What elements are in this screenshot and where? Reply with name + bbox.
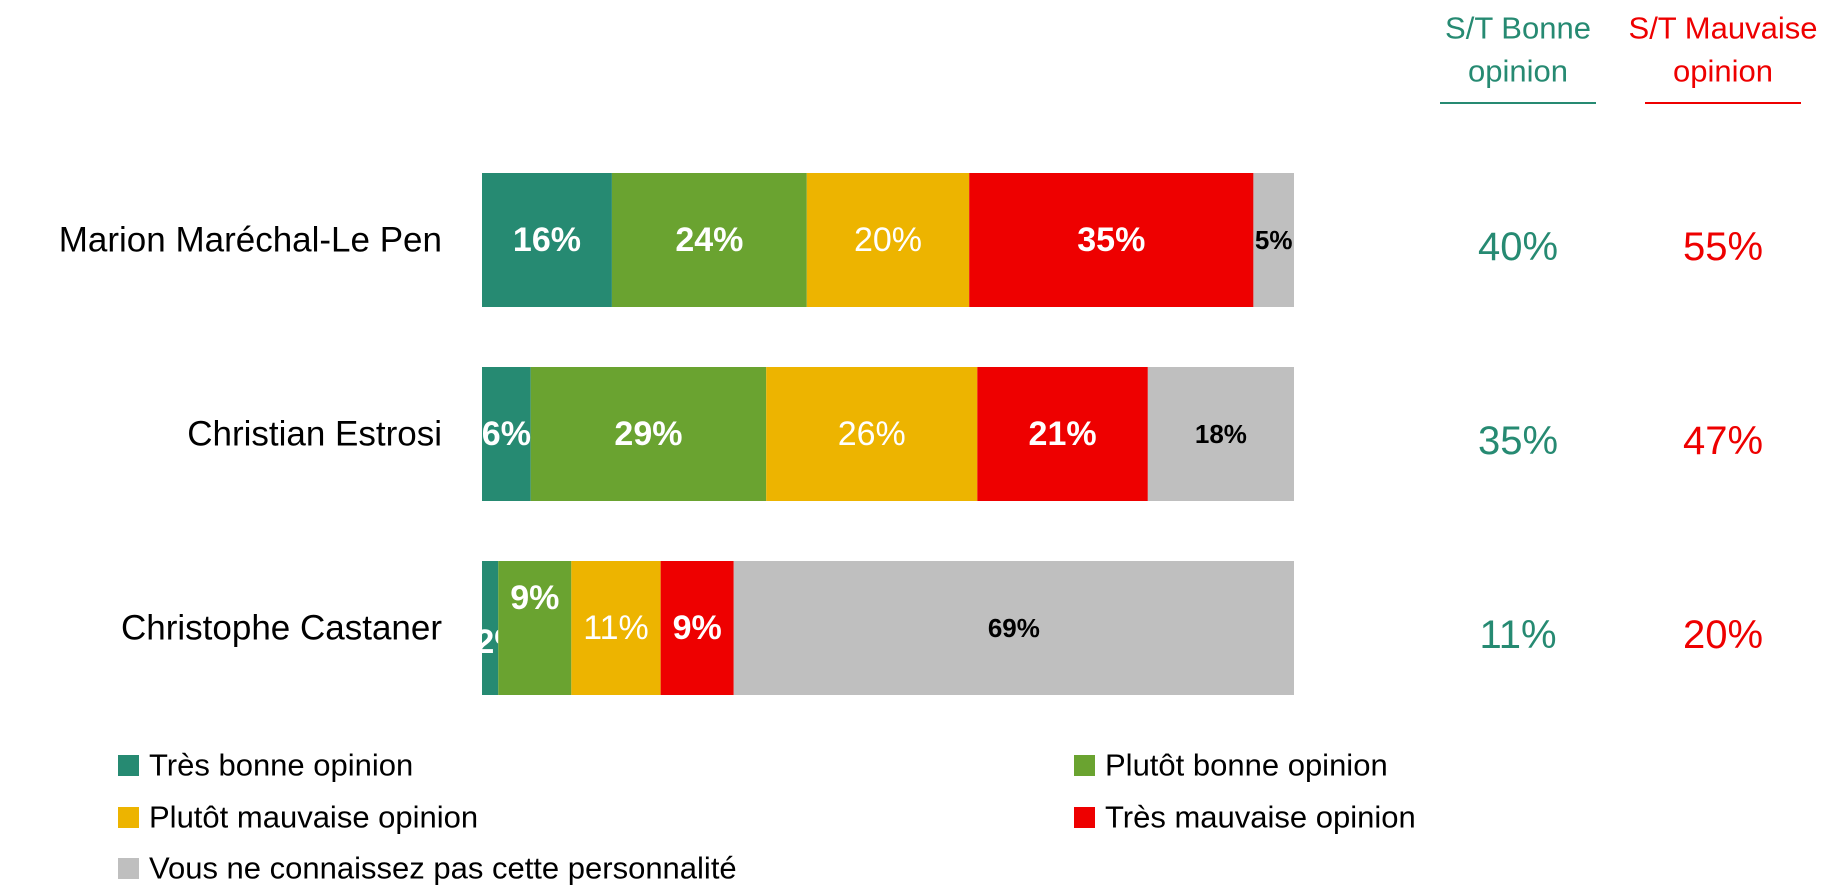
summary-value: 55%	[1683, 225, 1763, 269]
value-label: 24%	[675, 221, 743, 259]
bar-segment	[660, 561, 734, 695]
legend-label: Très mauvaise opinion	[1105, 800, 1416, 835]
bar-segment	[969, 173, 1254, 307]
value-label: 20%	[854, 221, 922, 259]
bar-segment	[806, 173, 970, 307]
column-title: S/T Bonne	[1445, 11, 1591, 46]
bar-segment	[977, 367, 1148, 501]
bar-segment	[482, 173, 612, 307]
column-title: opinion	[1468, 54, 1568, 89]
legend-label: Plutôt bonne opinion	[1105, 748, 1388, 783]
bar-segment	[482, 561, 499, 695]
bar-segment	[482, 367, 531, 501]
value-label: 5%	[1255, 225, 1293, 255]
value-label: 29%	[614, 415, 682, 453]
value-label: 11%	[583, 609, 649, 647]
summary-value: 47%	[1683, 419, 1763, 463]
summary-value: 11%	[1479, 613, 1556, 657]
value-label: 21%	[1029, 415, 1097, 453]
bar-segment	[498, 561, 572, 695]
legend-label: Très bonne opinion	[149, 748, 413, 783]
value-label: 6%	[482, 415, 531, 453]
category-label: Marion Maréchal-Le Pen	[59, 221, 442, 260]
value-label: 35%	[1077, 221, 1145, 259]
legend-marker	[118, 755, 139, 776]
category-label: Christophe Castaner	[121, 609, 442, 648]
bar-segment	[611, 173, 807, 307]
legend-marker	[1074, 755, 1095, 776]
legend-marker	[118, 807, 139, 828]
bar-segment	[766, 367, 978, 501]
value-label: 9%	[673, 609, 722, 647]
value-label: 69%	[988, 613, 1040, 643]
value-label: 26%	[838, 415, 906, 453]
bar-segment	[530, 367, 767, 501]
category-label: Christian Estrosi	[187, 415, 442, 454]
summary-value: 40%	[1478, 225, 1558, 269]
summary-value: 35%	[1478, 419, 1558, 463]
value-label: 18%	[1195, 419, 1247, 449]
summary-value: 20%	[1683, 613, 1763, 657]
value-label: 9%	[510, 579, 559, 617]
legend-label: Plutôt mauvaise opinion	[149, 800, 478, 835]
bar-segment	[733, 561, 1294, 695]
value-label: 16%	[513, 221, 581, 259]
legend-marker	[118, 858, 139, 879]
bar-segment	[571, 561, 661, 695]
legend-marker	[1074, 807, 1095, 828]
bar-segment	[1147, 367, 1294, 501]
column-title: opinion	[1673, 54, 1773, 89]
bar-segment	[1253, 173, 1294, 307]
column-title: S/T Mauvaise	[1629, 11, 1818, 46]
legend-label: Vous ne connaissez pas cette personnalit…	[149, 851, 737, 886]
